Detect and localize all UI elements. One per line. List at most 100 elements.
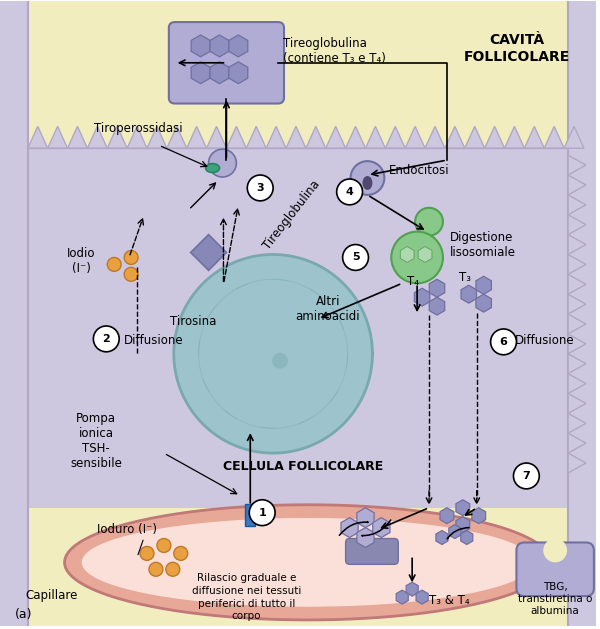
Polygon shape xyxy=(306,126,326,148)
Text: T₃ & T₄: T₃ & T₄ xyxy=(429,594,470,606)
Circle shape xyxy=(247,175,273,201)
Text: CAVITÀ
FOLLICOLARE: CAVITÀ FOLLICOLARE xyxy=(463,33,569,64)
Circle shape xyxy=(94,326,119,352)
Polygon shape xyxy=(568,374,586,394)
Circle shape xyxy=(350,161,385,195)
Text: Endocitosi: Endocitosi xyxy=(389,164,450,177)
Polygon shape xyxy=(365,126,385,148)
Polygon shape xyxy=(568,433,586,453)
Polygon shape xyxy=(568,175,586,195)
FancyBboxPatch shape xyxy=(245,504,255,526)
FancyBboxPatch shape xyxy=(169,22,284,104)
Polygon shape xyxy=(524,126,544,148)
Polygon shape xyxy=(206,126,226,148)
Circle shape xyxy=(514,463,539,489)
Polygon shape xyxy=(461,286,476,303)
Bar xyxy=(568,1,596,626)
Text: TBG,
transtiretina o
albumina: TBG, transtiretina o albumina xyxy=(518,582,592,616)
Polygon shape xyxy=(544,126,564,148)
Text: Ioduro (I⁻): Ioduro (I⁻) xyxy=(97,523,157,536)
Ellipse shape xyxy=(362,176,373,190)
Circle shape xyxy=(209,149,236,177)
Polygon shape xyxy=(82,519,533,606)
Text: Altri
aminoacidi: Altri aminoacidi xyxy=(295,295,360,323)
Polygon shape xyxy=(191,35,210,57)
Text: 5: 5 xyxy=(352,252,359,262)
Circle shape xyxy=(272,353,288,369)
Polygon shape xyxy=(210,62,229,84)
Circle shape xyxy=(124,267,138,281)
Polygon shape xyxy=(445,126,465,148)
Polygon shape xyxy=(167,126,187,148)
Polygon shape xyxy=(568,334,586,353)
Text: Capillare: Capillare xyxy=(25,589,78,601)
Polygon shape xyxy=(429,297,445,315)
Polygon shape xyxy=(568,255,586,274)
Text: Diffusione: Diffusione xyxy=(514,335,574,347)
Polygon shape xyxy=(461,531,473,545)
FancyBboxPatch shape xyxy=(346,538,398,564)
Polygon shape xyxy=(191,235,226,270)
Polygon shape xyxy=(440,508,454,523)
Polygon shape xyxy=(429,279,445,297)
Polygon shape xyxy=(346,126,365,148)
Polygon shape xyxy=(396,590,408,604)
Polygon shape xyxy=(436,531,448,545)
Polygon shape xyxy=(266,126,286,148)
Polygon shape xyxy=(456,500,470,516)
Polygon shape xyxy=(174,255,373,453)
Circle shape xyxy=(140,547,154,560)
Text: Tiroperossidasi: Tiroperossidasi xyxy=(94,122,183,135)
Circle shape xyxy=(391,231,443,283)
Polygon shape xyxy=(191,62,210,84)
Polygon shape xyxy=(88,126,107,148)
Circle shape xyxy=(124,250,138,264)
Text: Rilascio graduale e
diffusione nei tessuti
periferici di tutto il
corpo: Rilascio graduale e diffusione nei tessu… xyxy=(191,573,301,621)
Text: 2: 2 xyxy=(103,334,110,344)
Polygon shape xyxy=(505,126,524,148)
Text: 1: 1 xyxy=(259,508,266,518)
Polygon shape xyxy=(147,126,167,148)
Circle shape xyxy=(415,208,443,236)
Polygon shape xyxy=(485,126,505,148)
Circle shape xyxy=(491,329,517,355)
Polygon shape xyxy=(568,214,586,235)
Polygon shape xyxy=(568,274,586,294)
Polygon shape xyxy=(405,126,425,148)
Text: Tirosina: Tirosina xyxy=(170,314,217,328)
Polygon shape xyxy=(68,126,88,148)
Text: T₄: T₄ xyxy=(407,275,419,288)
Polygon shape xyxy=(357,508,374,528)
Text: (a): (a) xyxy=(15,608,32,621)
Polygon shape xyxy=(568,294,586,314)
Bar xyxy=(0,1,28,626)
Ellipse shape xyxy=(206,164,220,172)
Polygon shape xyxy=(187,126,206,148)
Polygon shape xyxy=(286,126,306,148)
Polygon shape xyxy=(564,126,584,148)
Circle shape xyxy=(157,538,171,552)
Polygon shape xyxy=(406,582,418,596)
Polygon shape xyxy=(568,195,586,214)
Polygon shape xyxy=(400,247,414,262)
Polygon shape xyxy=(246,126,266,148)
Polygon shape xyxy=(341,518,358,538)
Polygon shape xyxy=(28,126,47,148)
Text: Pompa
ionica
TSH-
sensibile: Pompa ionica TSH- sensibile xyxy=(70,412,122,470)
Polygon shape xyxy=(357,528,374,547)
Polygon shape xyxy=(568,235,586,255)
Text: Tireoglobulina
(contiene T₃ e T₄): Tireoglobulina (contiene T₃ e T₄) xyxy=(283,37,386,65)
Polygon shape xyxy=(107,126,127,148)
Text: 7: 7 xyxy=(523,471,530,481)
Polygon shape xyxy=(127,126,147,148)
Polygon shape xyxy=(449,525,461,538)
Circle shape xyxy=(249,500,275,526)
Circle shape xyxy=(174,547,188,560)
Polygon shape xyxy=(465,126,485,148)
Text: Iodio
(I⁻): Iodio (I⁻) xyxy=(67,247,95,276)
Circle shape xyxy=(149,562,163,576)
Polygon shape xyxy=(568,155,586,175)
Polygon shape xyxy=(418,247,432,262)
Circle shape xyxy=(166,562,180,576)
Text: CELLULA FOLLICOLARE: CELLULA FOLLICOLARE xyxy=(223,460,383,472)
